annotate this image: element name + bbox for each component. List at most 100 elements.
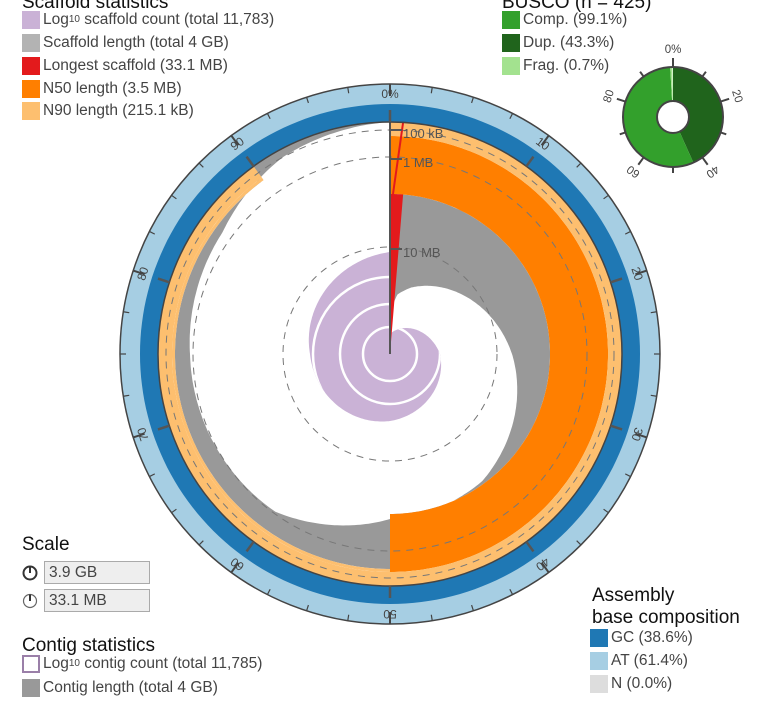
percent-tick bbox=[635, 432, 648, 439]
legend-item-scaffold-count: Log 10 scaffold count (total 11,783) bbox=[22, 10, 274, 30]
busco-tick-label: 0% bbox=[665, 44, 682, 56]
legend-swatch bbox=[22, 11, 40, 29]
legend-item-longest-scaffold: Longest scaffold (33.1 MB) bbox=[22, 56, 228, 76]
percent-tick bbox=[230, 134, 240, 146]
percent-tick bbox=[347, 87, 350, 94]
legend-label: GC (38.6%) bbox=[611, 629, 693, 646]
busco-hole bbox=[656, 100, 690, 134]
legend-label: contig count (total 11,785) bbox=[80, 655, 263, 672]
legend-swatch bbox=[22, 102, 40, 120]
legend-item-contig-length: Contig length (total 4 GB) bbox=[22, 678, 218, 698]
percent-tick bbox=[198, 540, 204, 546]
percent-tick bbox=[650, 394, 657, 397]
busco-tick bbox=[720, 97, 730, 103]
legend-label: Longest scaffold (33.1 MB) bbox=[43, 57, 228, 74]
percent-tick bbox=[471, 604, 475, 611]
legend-label: N (0.0%) bbox=[611, 675, 673, 692]
longest-scale-input[interactable]: 33.1 MB bbox=[44, 589, 150, 612]
legend-item-scaffold-length: Scaffold length (total 4 GB) bbox=[22, 33, 229, 53]
percent-tick bbox=[509, 588, 514, 595]
busco-tick-label: 60 bbox=[625, 163, 642, 180]
legend-swatch bbox=[22, 34, 40, 52]
legend-item-n90: N90 length (215.1 kB) bbox=[22, 101, 194, 121]
busco-slice-dup bbox=[673, 67, 723, 163]
longest-scale-icon bbox=[22, 593, 38, 608]
busco-tick bbox=[637, 156, 645, 166]
legend-label-prefix: Log bbox=[43, 11, 69, 28]
radial-tick-label: 100 kB bbox=[403, 126, 443, 141]
legend-item-n: N (0.0%) bbox=[590, 674, 672, 694]
percent-tick bbox=[266, 113, 271, 120]
legend-swatch bbox=[502, 34, 520, 52]
busco-legend-title: BUSCO (n = 425) bbox=[502, 0, 652, 13]
percent-tick bbox=[576, 540, 582, 546]
percent-tick bbox=[540, 562, 550, 574]
percent-tick bbox=[509, 113, 514, 120]
percent-tick bbox=[171, 194, 177, 200]
total-scale-input[interactable]: 3.9 GB bbox=[44, 561, 150, 584]
percent-tick bbox=[149, 473, 156, 478]
percent-tick bbox=[123, 394, 130, 397]
percent-tick-label: 80 bbox=[134, 265, 152, 282]
percent-tick-inner bbox=[525, 540, 535, 553]
legend-label: AT (61.4%) bbox=[611, 652, 688, 669]
percent-tick bbox=[624, 473, 631, 478]
percent-tick bbox=[305, 604, 309, 611]
legend-swatch bbox=[502, 11, 520, 29]
percent-tick-inner bbox=[157, 424, 170, 431]
radial-tick-label: 10 MB bbox=[403, 245, 441, 260]
percent-tick bbox=[171, 508, 177, 514]
legend-label: Scaffold length (total 4 GB) bbox=[43, 34, 229, 51]
busco-tick-label: 20 bbox=[729, 88, 744, 104]
percent-tick-label: 30 bbox=[628, 426, 646, 443]
percent-tick bbox=[624, 230, 631, 235]
percent-tick bbox=[540, 134, 550, 146]
legend-swatch bbox=[590, 675, 608, 693]
composition-legend-title-1: Assembly bbox=[592, 585, 675, 606]
legend-label: Frag. (0.7%) bbox=[523, 57, 610, 74]
percent-tick bbox=[132, 269, 145, 276]
scale-longest-row: 33.1 MB bbox=[22, 589, 150, 612]
legend-label: scaffold count (total 11,783) bbox=[80, 11, 275, 28]
busco-slice-frag bbox=[670, 67, 673, 101]
legend-item-at: AT (61.4%) bbox=[590, 651, 688, 671]
radial-tick-label: 1 MB bbox=[403, 155, 433, 170]
busco-tick-label: 80 bbox=[602, 88, 617, 104]
percent-tick bbox=[430, 614, 433, 621]
percent-tick-inner bbox=[245, 540, 255, 553]
total-scale-icon bbox=[22, 565, 38, 580]
busco-slice-comp-single bbox=[623, 67, 694, 167]
percent-tick bbox=[149, 230, 156, 235]
busco-tick-label: 40 bbox=[704, 163, 721, 180]
legend-item-busco-duplicated: Dup. (43.3%) bbox=[502, 33, 614, 53]
percent-tick bbox=[650, 311, 657, 314]
percent-tick bbox=[347, 614, 350, 621]
percent-tick bbox=[603, 194, 609, 200]
busco-tick bbox=[720, 131, 727, 136]
longest-scaffold-wedge bbox=[390, 194, 404, 354]
percent-tick bbox=[198, 162, 204, 168]
legend-swatch bbox=[22, 80, 40, 98]
legend-swatch bbox=[22, 655, 40, 673]
busco-tick bbox=[619, 131, 626, 136]
contig-legend-title: Contig statistics bbox=[22, 635, 156, 656]
legend-label: Dup. (43.3%) bbox=[523, 34, 615, 51]
percent-tick bbox=[230, 562, 240, 574]
percent-tick bbox=[132, 432, 145, 439]
percent-tick-label: 50 bbox=[383, 607, 397, 621]
percent-tick bbox=[471, 97, 475, 104]
legend-swatch bbox=[502, 57, 520, 75]
legend-label-prefix: Log bbox=[43, 655, 69, 672]
percent-tick bbox=[603, 508, 609, 514]
legend-label: Comp. (99.1%) bbox=[523, 11, 628, 28]
legend-label: N50 length (3.5 MB) bbox=[43, 80, 182, 97]
legend-swatch bbox=[22, 679, 40, 697]
legend-item-n50: N50 length (3.5 MB) bbox=[22, 79, 182, 99]
busco-tick bbox=[639, 71, 645, 78]
legend-item-busco-fragmented: Frag. (0.7%) bbox=[502, 56, 609, 76]
legend-swatch bbox=[590, 652, 608, 670]
busco-tick bbox=[701, 156, 709, 166]
scale-title: Scale bbox=[22, 534, 70, 555]
length-gridline bbox=[282, 246, 498, 462]
